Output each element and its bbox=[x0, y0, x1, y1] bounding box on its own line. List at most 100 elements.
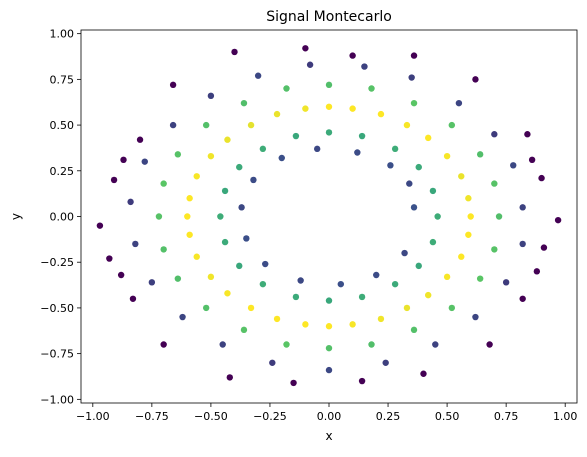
x-tick-label: −0.75 bbox=[135, 410, 169, 423]
data-point bbox=[368, 85, 374, 91]
chart-title: Signal Montecarlo bbox=[266, 9, 392, 25]
data-point bbox=[217, 213, 223, 219]
data-point bbox=[224, 290, 230, 296]
data-point bbox=[503, 279, 509, 285]
data-point bbox=[250, 177, 256, 183]
data-point bbox=[477, 151, 483, 157]
data-point bbox=[472, 314, 478, 320]
data-point bbox=[349, 105, 355, 111]
data-point bbox=[231, 49, 237, 55]
data-point bbox=[456, 100, 462, 106]
data-point bbox=[430, 188, 436, 194]
data-point bbox=[326, 345, 332, 351]
data-point bbox=[170, 122, 176, 128]
data-point bbox=[283, 85, 289, 91]
data-point bbox=[373, 272, 379, 278]
data-point bbox=[496, 213, 502, 219]
data-point bbox=[307, 62, 313, 68]
data-point bbox=[283, 341, 289, 347]
data-point bbox=[208, 274, 214, 280]
data-point bbox=[519, 204, 525, 210]
x-tick-label: −0.25 bbox=[253, 410, 287, 423]
y-tick-label: −1.00 bbox=[40, 393, 74, 406]
x-tick-label: 0.50 bbox=[435, 410, 460, 423]
data-point bbox=[243, 235, 249, 241]
data-point bbox=[524, 131, 530, 137]
data-point bbox=[220, 341, 226, 347]
data-point bbox=[203, 305, 209, 311]
data-point bbox=[449, 305, 455, 311]
data-point bbox=[227, 374, 233, 380]
data-point bbox=[368, 341, 374, 347]
data-point bbox=[175, 275, 181, 281]
data-point bbox=[326, 129, 332, 135]
data-point bbox=[203, 122, 209, 128]
data-point bbox=[184, 213, 190, 219]
data-point bbox=[359, 133, 365, 139]
data-point bbox=[401, 250, 407, 256]
data-point bbox=[297, 277, 303, 283]
data-point bbox=[127, 199, 133, 205]
y-tick-label: 1.00 bbox=[50, 28, 75, 41]
data-point bbox=[382, 360, 388, 366]
data-point bbox=[224, 137, 230, 143]
data-point bbox=[248, 305, 254, 311]
data-point bbox=[387, 162, 393, 168]
data-point bbox=[142, 158, 148, 164]
data-point bbox=[222, 188, 228, 194]
data-point bbox=[378, 316, 384, 322]
data-point bbox=[236, 263, 242, 269]
data-point bbox=[194, 254, 200, 260]
axes-layer: −1.00 −0.75 −0.50 −0.25 0.00 0.25 0.50 0.75 1.00… bbox=[40, 28, 577, 423]
y-tick-label: −0.75 bbox=[40, 348, 74, 361]
data-point bbox=[404, 122, 410, 128]
data-point bbox=[416, 263, 422, 269]
data-point bbox=[326, 323, 332, 329]
data-point bbox=[338, 281, 344, 287]
data-point bbox=[491, 131, 497, 137]
x-tick-label: 0.75 bbox=[494, 410, 519, 423]
data-point bbox=[468, 213, 474, 219]
data-point bbox=[274, 111, 280, 117]
x-tick-label: −0.50 bbox=[194, 410, 228, 423]
data-point bbox=[411, 52, 417, 58]
data-point bbox=[222, 239, 228, 245]
data-point bbox=[170, 82, 176, 88]
data-point bbox=[361, 63, 367, 69]
data-point bbox=[434, 213, 440, 219]
data-point bbox=[160, 341, 166, 347]
data-point bbox=[238, 204, 244, 210]
data-point bbox=[408, 74, 414, 80]
data-point bbox=[491, 246, 497, 252]
data-point bbox=[411, 327, 417, 333]
data-point bbox=[378, 111, 384, 117]
data-point bbox=[519, 241, 525, 247]
data-point bbox=[430, 239, 436, 245]
y-tick-label: 0.50 bbox=[50, 119, 75, 132]
data-point bbox=[302, 45, 308, 51]
data-point bbox=[411, 204, 417, 210]
data-point bbox=[425, 292, 431, 298]
data-point bbox=[432, 341, 438, 347]
data-point bbox=[534, 268, 540, 274]
data-point bbox=[538, 175, 544, 181]
data-point bbox=[120, 157, 126, 163]
data-point bbox=[458, 173, 464, 179]
data-point bbox=[260, 146, 266, 152]
data-point bbox=[137, 137, 143, 143]
data-point bbox=[541, 244, 547, 250]
data-point bbox=[111, 177, 117, 183]
data-point bbox=[160, 180, 166, 186]
data-point bbox=[404, 305, 410, 311]
data-point bbox=[274, 316, 280, 322]
data-point bbox=[302, 105, 308, 111]
data-point bbox=[406, 180, 412, 186]
data-point bbox=[241, 100, 247, 106]
x-tick-label: 0.00 bbox=[317, 410, 342, 423]
data-point bbox=[118, 272, 124, 278]
data-point bbox=[293, 294, 299, 300]
data-point bbox=[194, 173, 200, 179]
data-point bbox=[354, 149, 360, 155]
